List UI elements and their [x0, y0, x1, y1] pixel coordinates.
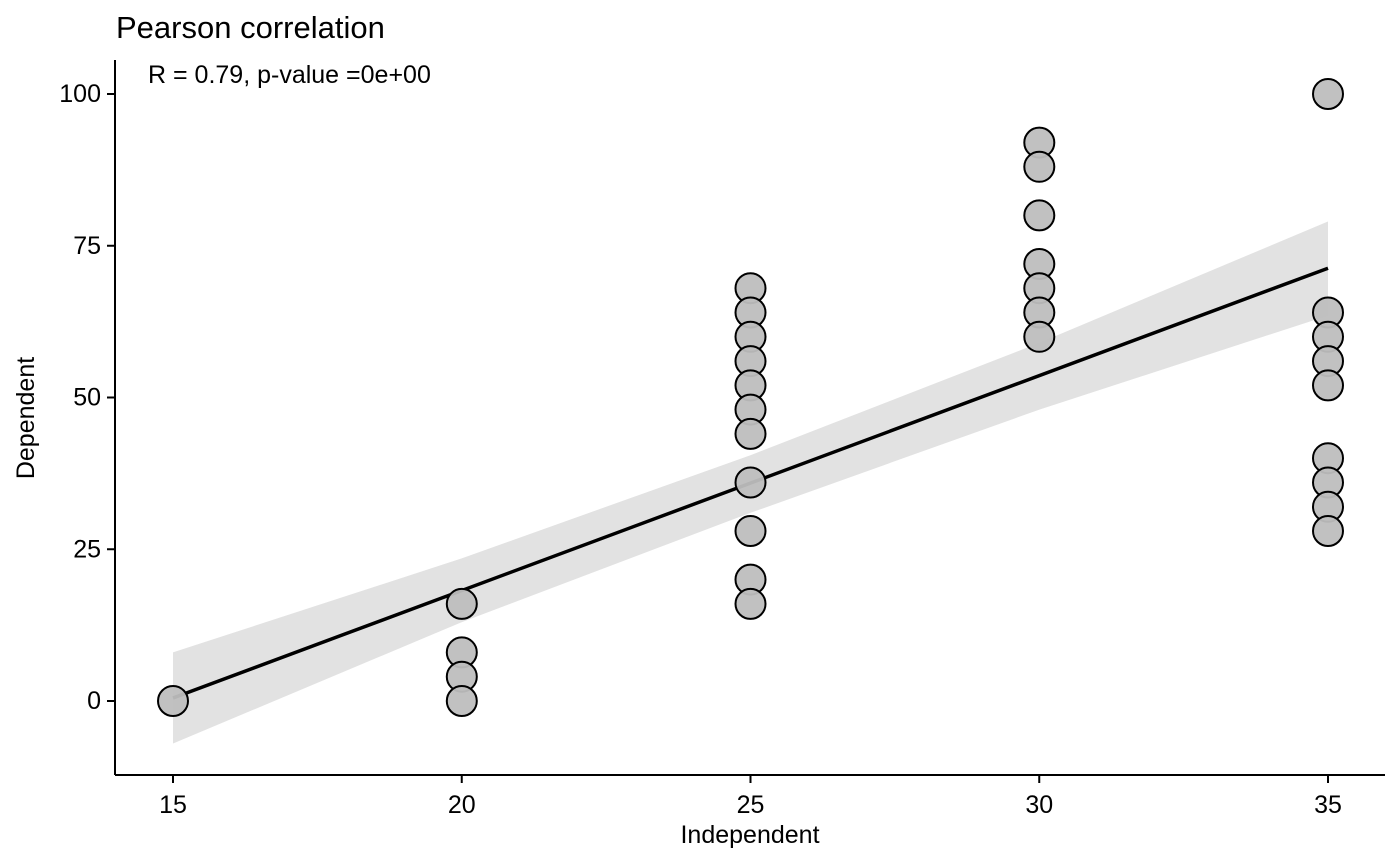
data-point: [734, 466, 767, 499]
y-tick-label: 50: [73, 384, 101, 412]
correlation-annotation: R = 0.79, p-value =0e+00: [148, 61, 431, 89]
data-point: [445, 587, 478, 620]
data-point: [734, 515, 767, 547]
y-tick-label: 100: [59, 80, 101, 108]
data-point: [1023, 199, 1056, 232]
y-tick-label: 0: [87, 687, 101, 715]
x-tick-label: 20: [448, 791, 476, 819]
x-axis-label: Independent: [680, 821, 820, 849]
x-tick-label: 30: [1025, 791, 1053, 819]
data-point: [1312, 78, 1344, 110]
data-point: [1023, 150, 1056, 183]
x-tick-label: 15: [159, 791, 187, 819]
chart-title: Pearson correlation: [116, 10, 385, 45]
y-tick-label: 25: [73, 535, 101, 563]
data-point: [1312, 369, 1344, 402]
data-point: [734, 417, 767, 450]
y-tick-label: 75: [73, 232, 101, 260]
data-point: [1023, 320, 1056, 353]
data-point: [445, 685, 478, 717]
data-point: [1312, 515, 1344, 547]
data-point: [734, 587, 767, 620]
x-tick-label: 35: [1314, 791, 1342, 819]
data-point: [157, 685, 189, 717]
x-tick-label: 25: [737, 791, 765, 819]
